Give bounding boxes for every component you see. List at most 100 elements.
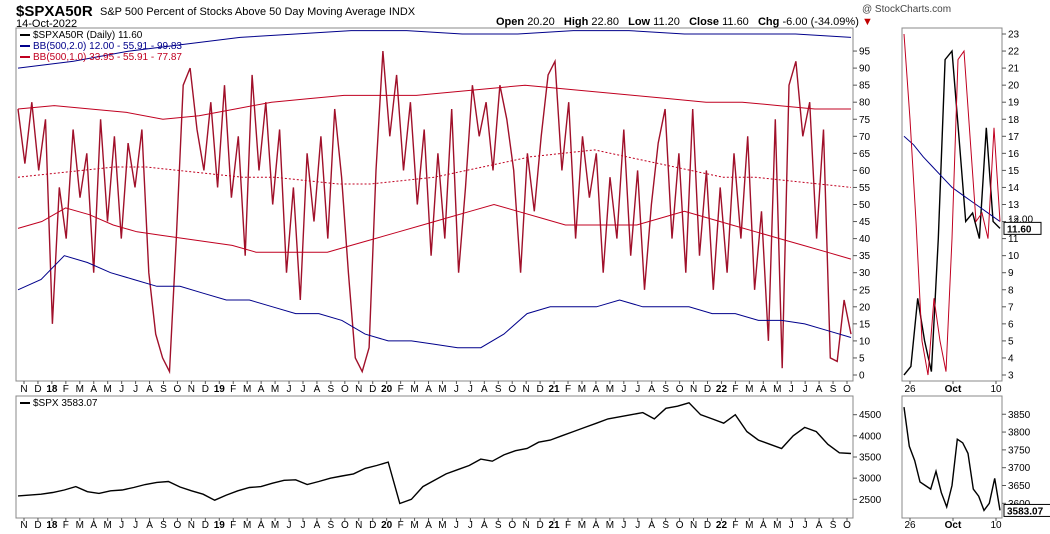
main-xtick-label: 18 (46, 384, 58, 395)
price-xtick-label: A (90, 520, 97, 531)
close-label: Close (689, 16, 720, 28)
price-zoom-ytick-label: 3650 (1008, 481, 1031, 492)
main-xtick-label: O (341, 384, 349, 395)
description-text: S&P 500 Percent of Stocks Above 50 Day M… (100, 6, 386, 18)
price-zoom-ytick-label: 3800 (1008, 428, 1031, 439)
main-xtick-label: S (328, 384, 335, 395)
price-xtick-label: F (63, 520, 69, 531)
price-xtick-label: D (369, 520, 376, 531)
main-xtick-label: D (34, 384, 41, 395)
price-xtick-label: 20 (381, 520, 393, 531)
main-zoom-ytick-label: 4 (1008, 353, 1014, 364)
price-frame (15, 395, 854, 519)
chart-symbol: $SPXA50R (16, 3, 93, 20)
price-xtick-label: A (816, 520, 823, 531)
main-zoom-ytick-label: 21 (1008, 64, 1020, 75)
main-xtick-label: M (104, 384, 112, 395)
legend-entry: $SPXA50R (Daily) 11.60 (33, 30, 143, 41)
series-line--spxa50r-daily- (17, 51, 852, 375)
main-zoom-ytick-label: 20 (1008, 81, 1020, 92)
price-xtick-label: D (34, 520, 41, 531)
main-zoom-xtick-label: 26 (904, 384, 916, 395)
main-ytick-label: 25 (859, 285, 871, 296)
price-xtick-label: M (104, 520, 112, 531)
low-value: 11.20 (653, 16, 680, 28)
main-zoom-badge-label: 11.60 (1007, 224, 1032, 235)
main-zoom-ytick-label: 10 (1008, 251, 1020, 262)
main-zoom-badge-box (1003, 221, 1042, 235)
price-xtick-label: N (20, 520, 27, 531)
chart-description: S&P 500 Percent of Stocks Above 50 Day M… (100, 6, 415, 18)
low-label: Low (628, 16, 651, 28)
close-value: 11.60 (722, 16, 749, 28)
price-xtick-label: M (438, 520, 446, 531)
price-xtick-label: M (271, 520, 279, 531)
main-ytick-label: 45 (859, 217, 871, 228)
price-zoom-xtick-label: Oct (945, 520, 962, 531)
price-ytick-label: 3000 (859, 474, 882, 485)
price-xtick-label: N (523, 520, 530, 531)
series-line--spx-zoom (903, 407, 1001, 512)
main-xtick-label: 22 (716, 384, 728, 395)
legend-entry: $SPX 3583.07 (33, 398, 98, 409)
main-xtick-label: F (565, 384, 571, 395)
price-xtick-label: M (243, 520, 251, 531)
main-xtick-label: D (537, 384, 544, 395)
main-xtick-label: J (300, 384, 305, 395)
price-ytick-label: 2500 (859, 495, 882, 506)
main-ytick-label: 75 (859, 115, 871, 126)
chg-label: Chg (757, 16, 780, 28)
price-xtick-label: M (76, 520, 84, 531)
high-label: High (563, 16, 589, 28)
price-xtick-label: A (425, 520, 432, 531)
credit-text: @ StockCharts.com (862, 4, 952, 15)
main-zoom-ytick-label: 16 (1008, 149, 1020, 160)
price-xtick-label: S (830, 520, 837, 531)
price-xtick-label: F (732, 520, 738, 531)
main-xtick-label: J (468, 384, 473, 395)
price-xtick-label: J (803, 520, 808, 531)
price-xtick-label: A (146, 520, 153, 531)
main-xtick-label: J (635, 384, 640, 395)
main-xtick-label: 19 (214, 384, 226, 395)
main-xtick-label: M (410, 384, 418, 395)
main-zoom-ytick-label: 18 (1008, 115, 1020, 126)
price-xtick-label: M (606, 520, 614, 531)
main-zoom-xtick-label: 10 (990, 384, 1002, 395)
main-ytick-label: 85 (859, 81, 871, 92)
price-xtick-label: 22 (716, 520, 728, 531)
main-ytick-label: 40 (859, 234, 871, 245)
main-xtick-label: O (508, 384, 516, 395)
main-zoom-ytick-label: 14 (1008, 183, 1020, 194)
main-zoom-ytick-label: 15 (1008, 166, 1020, 177)
series-line-bb-500-1-0-upper (17, 84, 851, 120)
main-xtick-label: M (76, 384, 84, 395)
price-xtick-label: 19 (214, 520, 226, 531)
main-ytick-label: 30 (859, 268, 871, 279)
main-ytick-label: 55 (859, 183, 871, 194)
price-xtick-label: J (119, 520, 124, 531)
main-zoom-prior-label: 12.00 (1008, 215, 1033, 226)
price-zoom-ytick-label: 3700 (1008, 463, 1031, 474)
open-label: Open (496, 16, 525, 28)
series-line-bb-middle (17, 149, 852, 188)
main-xtick-label: A (648, 384, 655, 395)
price-xtick-label: D (202, 520, 209, 531)
price-xtick-label: S (495, 520, 502, 531)
main-xtick-label: J (119, 384, 124, 395)
price-xtick-label: A (648, 520, 655, 531)
price-xtick-label: A (593, 520, 600, 531)
price-zoom-ytick-label: 3850 (1008, 410, 1031, 421)
main-xtick-label: S (662, 384, 669, 395)
main-xtick-label: N (355, 384, 362, 395)
main-xtick-label: J (803, 384, 808, 395)
price-xtick-label: O (174, 520, 182, 531)
main-ytick-label: 10 (859, 336, 871, 347)
price-xtick-label: A (258, 520, 265, 531)
main-ytick-label: 95 (859, 47, 871, 58)
main-xtick-label: J (133, 384, 138, 395)
exchange-text: INDX (388, 6, 416, 18)
main-zoom-ytick-label: 13 (1008, 200, 1020, 211)
price-zoom-ytick-label: 3750 (1008, 445, 1031, 456)
price-xtick-label: J (635, 520, 640, 531)
